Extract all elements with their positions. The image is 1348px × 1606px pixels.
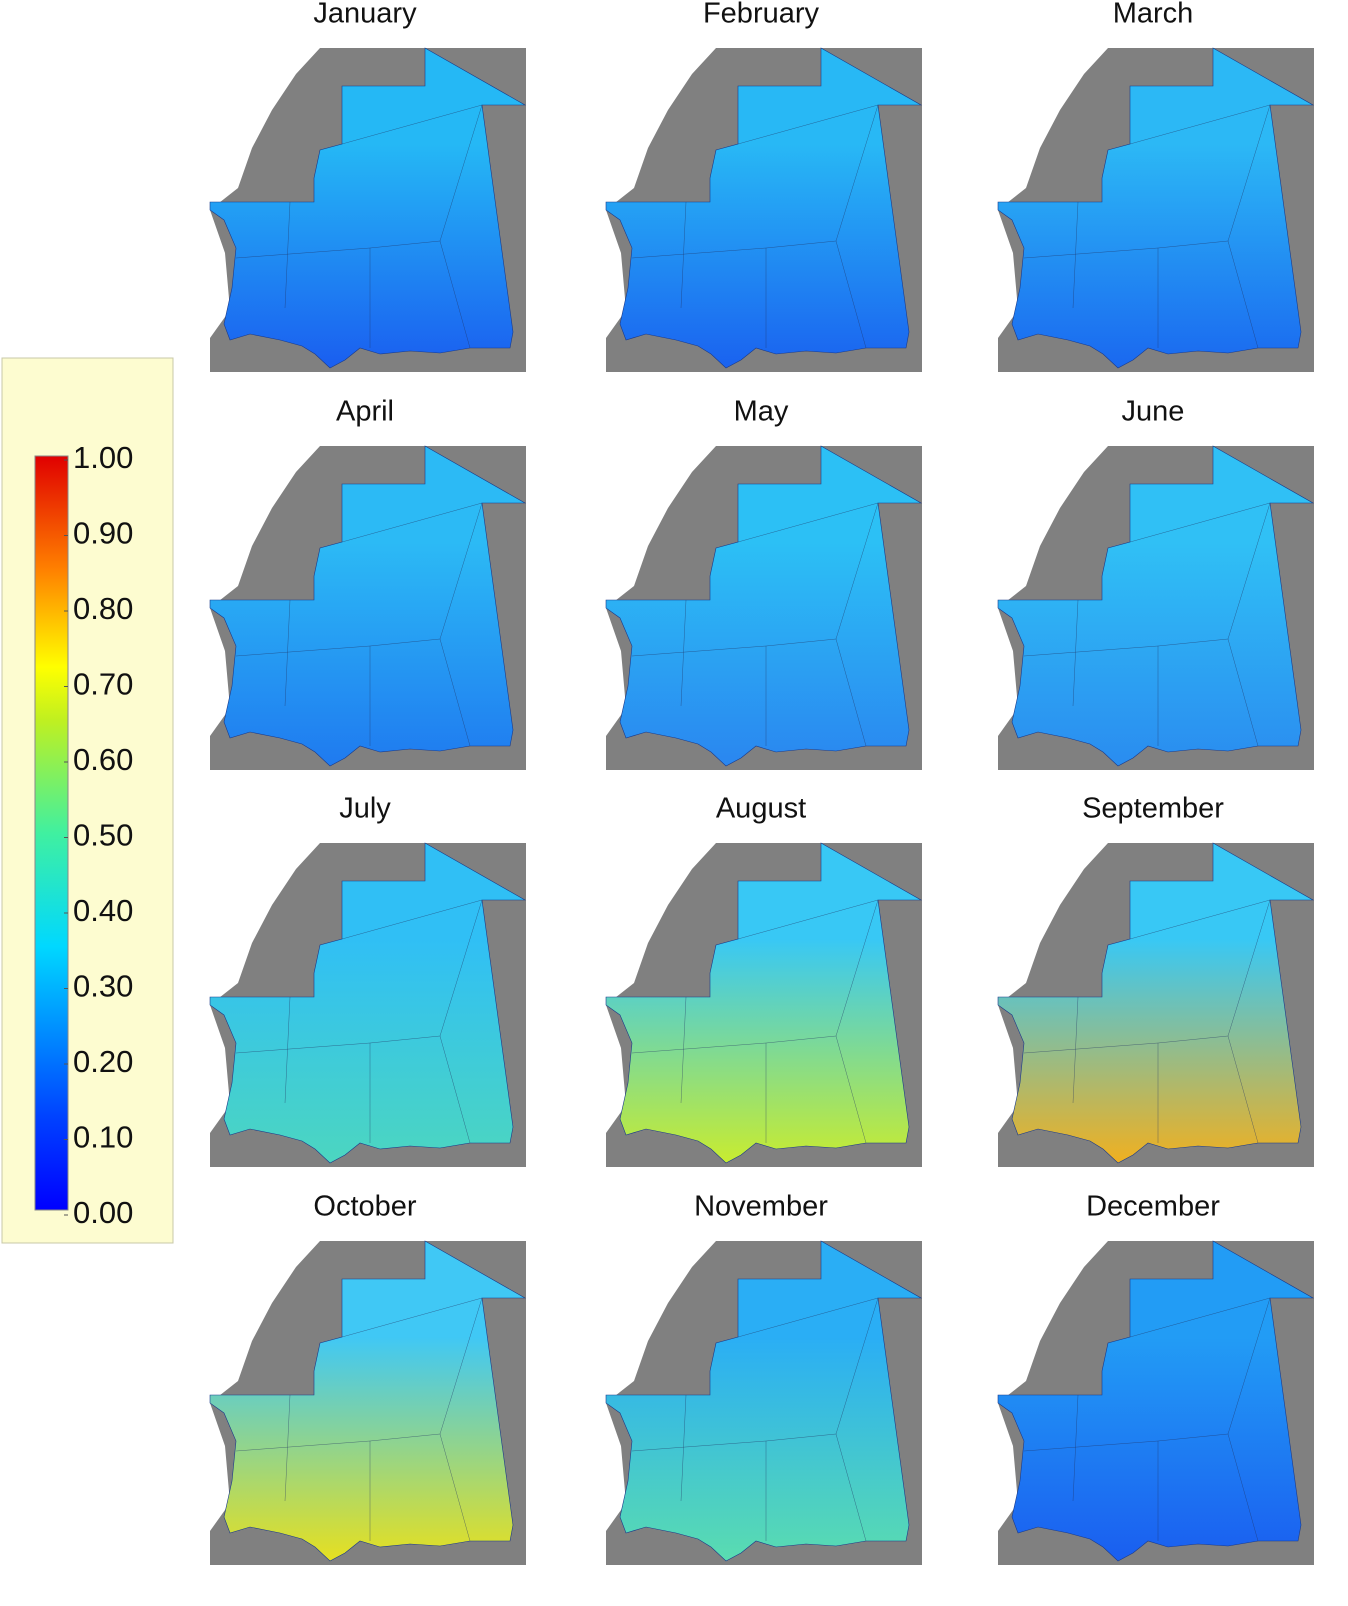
country (209, 1240, 527, 1562)
region-borders (1023, 502, 1271, 747)
country (605, 842, 923, 1164)
map-panel (605, 445, 923, 770)
panel-title: September (1082, 793, 1224, 825)
colorbar-label: 0.50 (73, 818, 133, 853)
country (209, 47, 527, 369)
colorbar-box (1, 357, 174, 1244)
panel-title: May (734, 396, 789, 428)
country (997, 842, 1315, 1164)
colorbar (34, 455, 69, 1211)
panel-title: February (703, 0, 820, 30)
map-panel (209, 1240, 527, 1565)
region-borders (235, 104, 483, 349)
panel-title: June (1122, 396, 1185, 428)
colorbar-label: 1.00 (73, 440, 133, 475)
panel-title: April (336, 396, 394, 428)
region-borders (235, 1297, 483, 1542)
country (605, 47, 923, 369)
country (209, 445, 527, 767)
map-panel (997, 47, 1315, 372)
map-panel (997, 445, 1315, 770)
colorbar-label: 0.90 (73, 516, 133, 551)
colorbar-label: 0.00 (73, 1195, 133, 1230)
country (997, 445, 1315, 767)
map-panel (605, 47, 923, 372)
region-borders (631, 1297, 879, 1542)
map-panel (997, 1240, 1315, 1565)
panel-title: October (313, 1191, 416, 1223)
region-borders (631, 104, 879, 349)
map-panel (209, 47, 527, 372)
panel-title: July (339, 793, 391, 825)
colorbar-label: 0.30 (73, 969, 133, 1004)
region-borders (631, 899, 879, 1144)
map-panel (997, 842, 1315, 1167)
map-panel (605, 1240, 923, 1565)
region-borders (1023, 104, 1271, 349)
region-borders (235, 502, 483, 747)
colorbar-label: 0.20 (73, 1044, 133, 1079)
country (997, 47, 1315, 369)
country (605, 445, 923, 767)
region-borders (631, 502, 879, 747)
colorbar-label: 0.10 (73, 1120, 133, 1155)
panel-title: December (1086, 1191, 1220, 1223)
colorbar-label: 0.60 (73, 742, 133, 777)
colorbar-label: 0.70 (73, 667, 133, 702)
region-borders (235, 899, 483, 1144)
panel-title: January (313, 0, 417, 30)
map-panel (209, 842, 527, 1167)
map-panel (605, 842, 923, 1167)
colorbar-label: 0.40 (73, 893, 133, 928)
panel-title: March (1113, 0, 1194, 30)
colorbar-label: 0.80 (73, 591, 133, 626)
region-borders (1023, 899, 1271, 1144)
map-panel (209, 445, 527, 770)
map-grid (209, 47, 1315, 1565)
panel-title: August (716, 793, 806, 825)
country (209, 842, 527, 1164)
country (997, 1240, 1315, 1562)
region-borders (1023, 1297, 1271, 1542)
panel-title: November (694, 1191, 828, 1223)
country (605, 1240, 923, 1562)
